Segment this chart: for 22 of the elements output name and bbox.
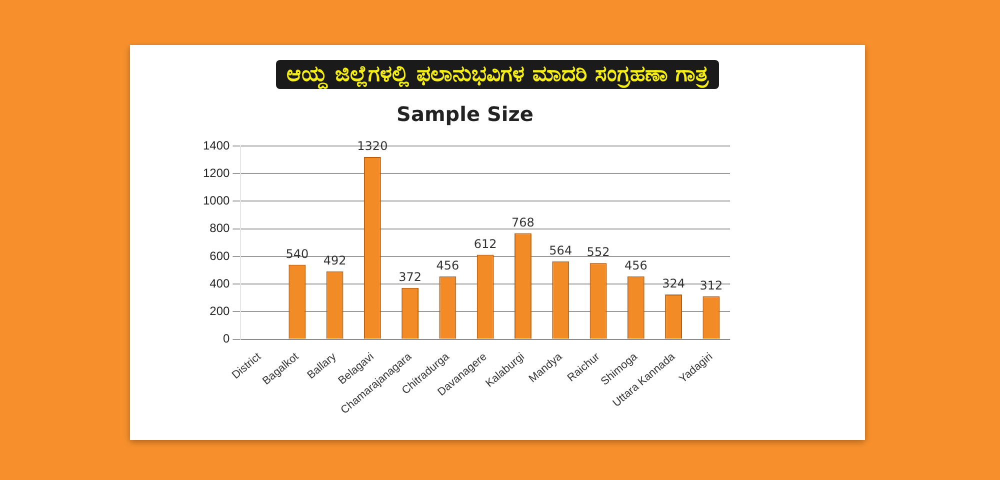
- y-tick-label: 0: [223, 332, 230, 346]
- y-tick-label: 400: [210, 276, 230, 290]
- y-tick-label: 1200: [202, 166, 230, 180]
- data-label: 456: [436, 258, 460, 272]
- data-label: 492: [323, 253, 346, 268]
- y-tick-label: 1400: [202, 138, 230, 152]
- chart-subtitle: Sample Size: [396, 102, 534, 126]
- data-label: 612: [474, 236, 497, 251]
- data-label: 540: [286, 246, 309, 261]
- data-label: 552: [586, 245, 610, 260]
- y-tick-label: 1000: [202, 194, 230, 208]
- data-label: 768: [512, 215, 534, 230]
- data-label: 564: [549, 244, 572, 258]
- data-label: 1320: [357, 139, 388, 154]
- y-tick-label: 600: [210, 248, 230, 263]
- data-label: 372: [398, 270, 422, 284]
- data-label: 312: [700, 278, 723, 292]
- data-label: 456: [624, 258, 648, 272]
- data-label: 324: [662, 276, 685, 291]
- chart-title: ಆಯ್ದ ಜಿಲ್ಲೆಗಳಲ್ಲಿ ಫಲಾನುಭವಿಗಳ ಮಾದರಿ ಸಂಗ್ರಹಣಾ ಗಾತ್ರ: [276, 60, 719, 89]
- y-tick-label: 200: [210, 304, 230, 318]
- y-tick-label: 800: [210, 221, 230, 236]
